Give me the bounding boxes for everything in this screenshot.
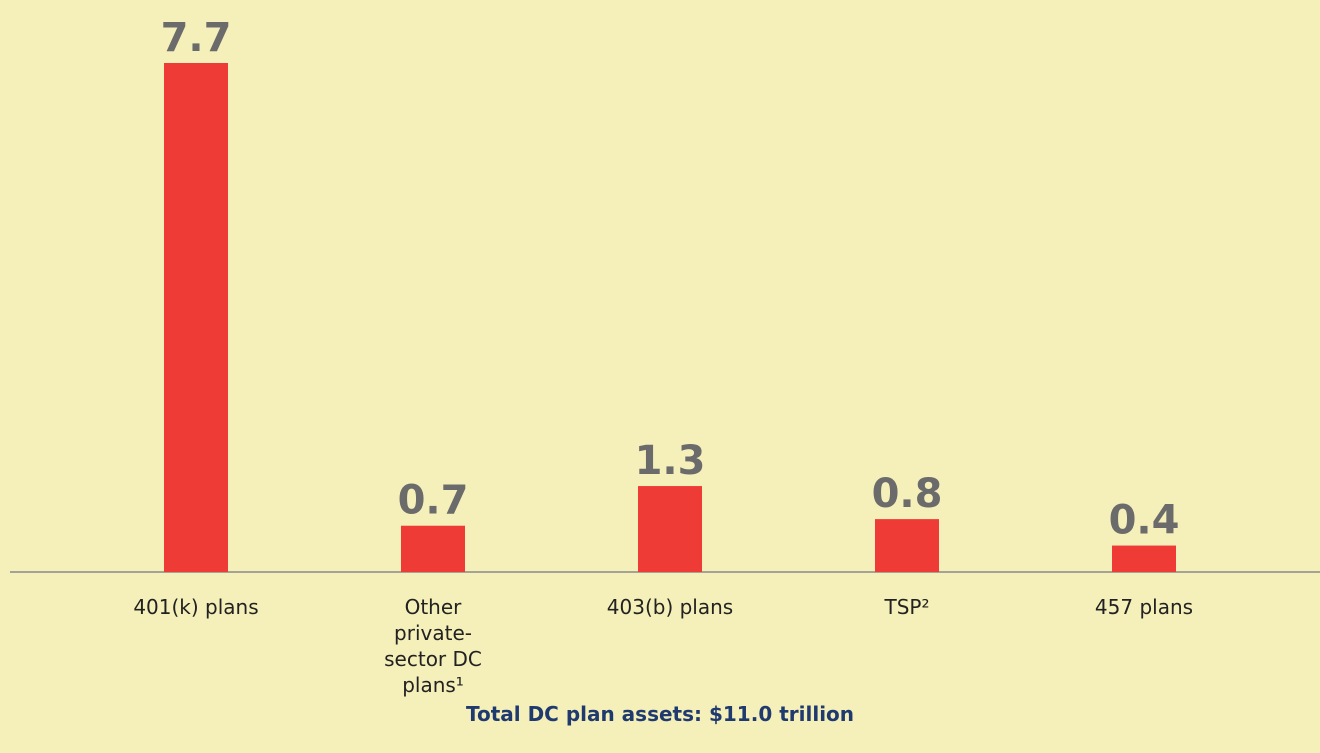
- x-tick-label: 457 plans: [1094, 595, 1194, 619]
- value-label: 0.8: [872, 471, 943, 517]
- bar: [164, 63, 228, 572]
- x-tick-label: 401(k) plans: [133, 595, 259, 619]
- bar: [401, 525, 465, 572]
- x-tick-label: TSP²: [884, 595, 930, 619]
- x-tick-label: Other private-sector DC plans¹: [384, 595, 482, 697]
- value-label: 0.4: [1109, 498, 1180, 544]
- bar: [1112, 545, 1176, 572]
- value-label: 7.7: [161, 15, 232, 61]
- bar: [638, 486, 702, 572]
- bar: [875, 519, 939, 572]
- annotation: Total DC plan assets: $11.0 trillion: [465, 702, 855, 726]
- x-tick-label: 403(b) plans: [606, 595, 734, 619]
- value-label: 0.7: [398, 478, 469, 524]
- value-label: 1.3: [635, 438, 706, 484]
